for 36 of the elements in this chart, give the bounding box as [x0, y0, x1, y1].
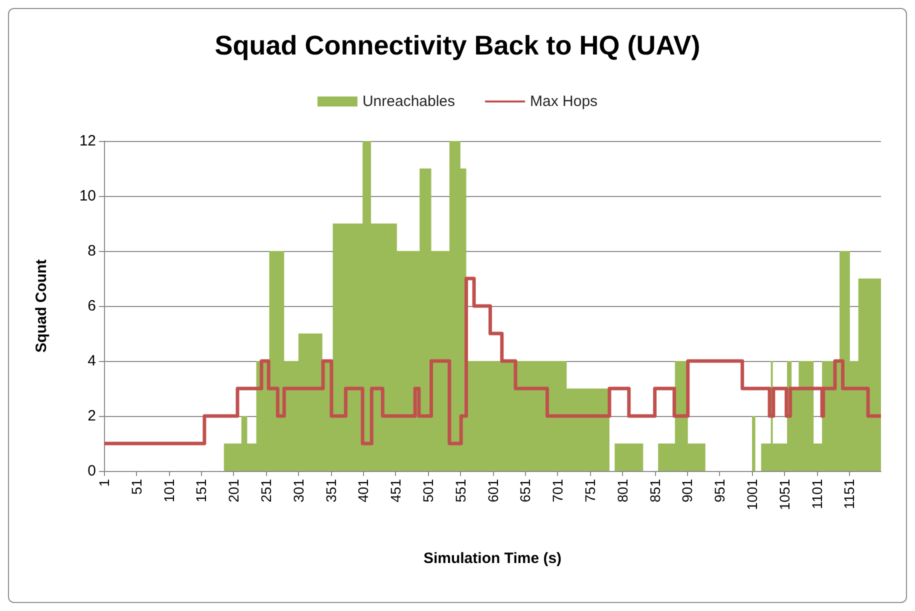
- x-tick-label: 401: [355, 478, 372, 502]
- y-tick-label: 0: [88, 462, 96, 480]
- x-tick-label: 51: [128, 478, 144, 495]
- y-tick-label: 10: [79, 188, 96, 204]
- y-tick-label: 12: [79, 132, 96, 150]
- y-tick-label: 6: [88, 298, 96, 314]
- x-tick-label: 1001: [744, 478, 760, 510]
- y-axis-title: Squad Count: [33, 259, 50, 353]
- x-tick-label: 1101: [808, 478, 825, 510]
- x-tick-label: 101: [160, 478, 177, 502]
- x-tick-label: 501: [420, 478, 436, 502]
- x-tick-label: 651: [517, 478, 534, 502]
- x-tick-label: 751: [582, 478, 598, 502]
- x-tick-label: 201: [226, 478, 242, 502]
- x-tick-label: 251: [258, 478, 274, 502]
- x-tick-label: 351: [322, 478, 339, 502]
- x-tick-label: 701: [550, 478, 566, 502]
- x-tick-label: 951: [712, 478, 728, 502]
- chart-title: Squad Connectivity Back to HQ (UAV): [214, 30, 700, 60]
- x-tick-label: 451: [388, 478, 404, 502]
- x-tick-label: 301: [290, 478, 306, 502]
- x-tick-label: 601: [484, 478, 501, 502]
- x-tick-label: 901: [679, 478, 696, 502]
- x-tick-label: 801: [614, 478, 630, 502]
- y-tick-label: 2: [88, 408, 96, 424]
- legend-label: Unreachables: [362, 93, 456, 110]
- x-tick-label: 1: [96, 478, 112, 487]
- x-tick-label: 851: [646, 478, 663, 502]
- x-axis-title: Simulation Time (s): [423, 550, 562, 567]
- x-tick-label: 551: [452, 478, 468, 502]
- legend-label: Max Hops: [530, 93, 598, 110]
- y-tick-label: 8: [88, 242, 96, 260]
- x-tick-label: 151: [193, 478, 210, 502]
- y-tick-label: 4: [88, 352, 96, 370]
- x-tick-label: 1051: [776, 478, 792, 510]
- x-tick-label: 1151: [841, 478, 858, 510]
